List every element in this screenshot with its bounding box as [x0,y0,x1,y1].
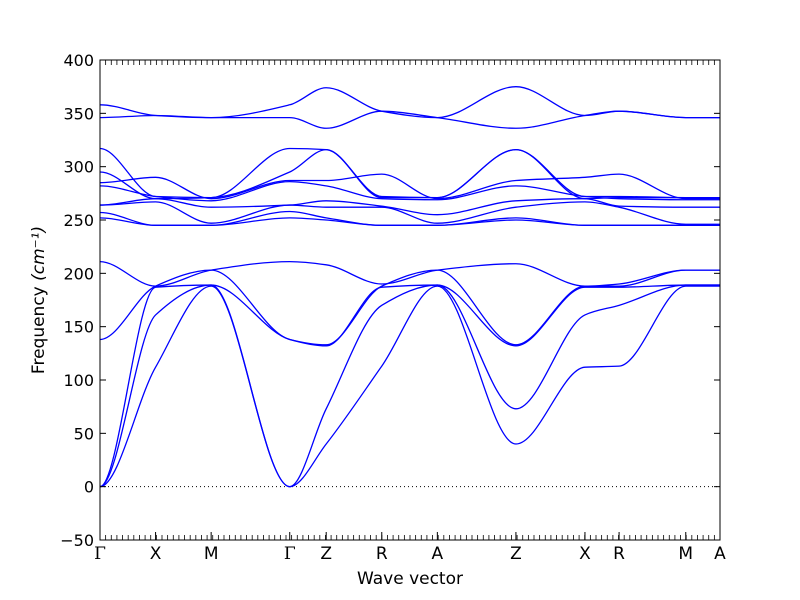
x-tick-label: R [376,544,388,564]
plot-frame [99,59,721,541]
dispersion-branch-5 [100,260,720,287]
y-axis-unit: (cm⁻¹) [29,226,49,281]
x-tick-label: A [432,544,444,564]
y-tick-label: 150 [63,318,94,337]
x-tick-label: Γ [284,544,296,564]
y-tick-label: 200 [63,264,94,283]
x-tick-label: M [204,544,219,564]
y-tick-label: 50 [74,424,94,443]
x-tick-label: M [678,544,693,564]
x-axis-title: Wave vector [357,569,463,589]
dispersion-branch-9 [100,198,720,216]
dispersion-branch-8 [100,201,720,225]
x-tick-label: Z [320,544,332,564]
y-tick-label: 100 [63,371,94,390]
dispersion-branch-7 [100,210,720,226]
y-axis-title-text: Frequency [29,286,49,374]
dispersion-branches [100,86,720,488]
y-tick-label: 0 [84,478,94,497]
minor-ticks [99,60,721,540]
y-tick-label: 400 [63,51,94,70]
x-tick-label: X [150,544,162,564]
y-tick-label: −50 [60,531,94,550]
dispersion-branch-2 [100,284,720,488]
y-tick-label: 300 [63,158,94,177]
x-tick-label: Z [510,544,522,564]
dispersion-branch-1 [100,285,720,488]
x-tick-label: A [714,544,726,564]
dispersion-branch-3 [100,284,720,488]
x-tick-label: R [613,544,625,564]
y-axis: −50 0 50 100 150 200 250 300 350 400 [60,51,720,550]
dispersion-branch-13 [100,147,720,199]
y-tick-label: 250 [63,211,94,230]
x-tick-label: X [579,544,591,564]
y-tick-label: 350 [63,104,94,123]
dispersion-branch-10 [100,180,720,202]
dispersion-branch-15 [100,86,720,119]
x-tick-label: Γ [94,544,106,564]
dispersion-branch-11 [100,173,720,200]
y-axis-title: Frequency (cm⁻¹) [29,226,49,374]
